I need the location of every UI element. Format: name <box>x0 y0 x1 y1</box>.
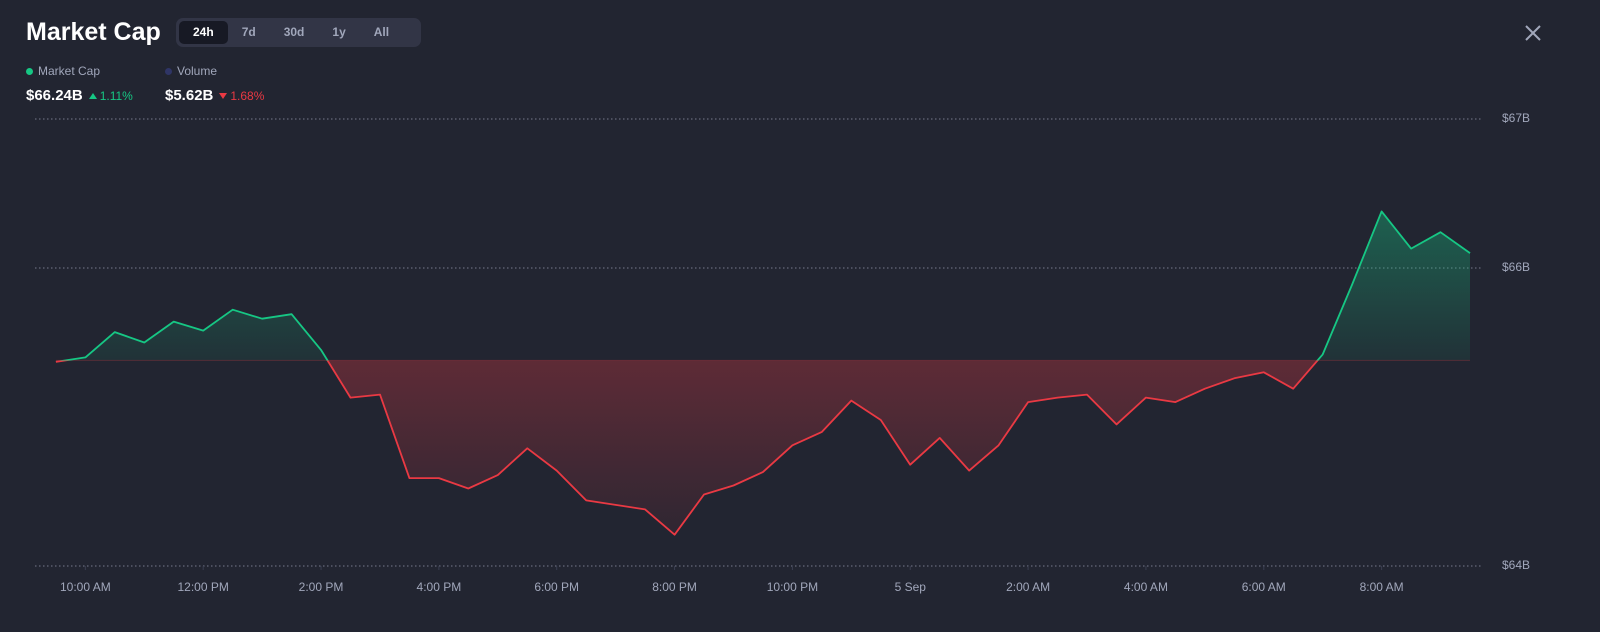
stat-value: $5.62B <box>165 87 214 104</box>
stat-change: 1.11% <box>88 88 133 103</box>
stat-name: Market Cap <box>26 64 133 78</box>
stat: Volume $5.62B 1.68% <box>165 64 264 104</box>
stat-row: $66.24B 1.11% <box>26 87 133 104</box>
legend-label: Market Cap <box>38 64 101 78</box>
x-tick-label: 10:00 PM <box>767 580 818 594</box>
stat-value: $66.24B <box>26 87 83 104</box>
stat: Market Cap $66.24B 1.11% <box>26 64 133 104</box>
x-tick-label: 2:00 AM <box>1006 580 1050 594</box>
title: Market Cap <box>26 18 161 46</box>
y-tick-label: $66B <box>1502 260 1530 274</box>
area <box>55 211 1471 535</box>
change-text: 1.68% <box>230 88 265 103</box>
change-arrow <box>88 92 97 99</box>
stat-row: $5.62B 1.68% <box>165 87 264 104</box>
x-tick-label: 6:00 AM <box>1242 580 1286 594</box>
change-text: 1.11% <box>99 88 133 103</box>
x-tick-label: 4:00 PM <box>417 580 462 594</box>
legend-label: Volume <box>177 64 218 78</box>
y-tick-label: $67B <box>1502 111 1530 125</box>
legend-dot <box>165 67 172 75</box>
close-button[interactable] <box>1522 22 1544 44</box>
range-tabs: 24h 7d 30d 1y All <box>176 18 421 47</box>
stat-name: Volume <box>165 64 264 78</box>
y-tick-label: $64B <box>1502 558 1530 572</box>
x-tick-label: 12:00 PM <box>178 580 229 594</box>
x-tick-label: 10:00 AM <box>60 580 111 594</box>
x-tick-label: 8:00 AM <box>1360 580 1404 594</box>
range-tab[interactable]: 24h <box>179 21 228 44</box>
stat-change: 1.68% <box>219 89 264 103</box>
legend-dot <box>26 67 33 75</box>
range-tab[interactable]: 30d <box>283 25 305 39</box>
x-tick-label: 6:00 PM <box>534 580 579 594</box>
change-arrow <box>219 92 228 99</box>
line <box>55 210 1471 536</box>
x-tick-label: 2:00 PM <box>299 580 344 594</box>
range-tab[interactable]: 1y <box>332 25 346 39</box>
range-tab[interactable]: 7d <box>241 25 256 39</box>
range-tab[interactable]: All <box>373 25 390 39</box>
x-tick-label: 4:00 AM <box>1124 580 1168 594</box>
x-tick-label: 5 Sep <box>895 580 927 594</box>
x-tick-label: 8:00 PM <box>652 580 697 594</box>
